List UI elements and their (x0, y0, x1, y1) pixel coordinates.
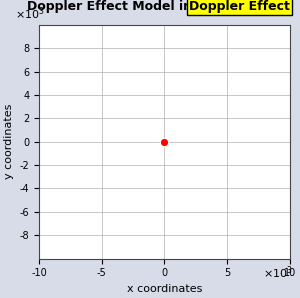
Text: Doppler Effect: Doppler Effect (189, 0, 290, 13)
Text: Doppler Effect Model in 1: Doppler Effect Model in 1 (27, 0, 205, 13)
Y-axis label: y coordinates: y coordinates (4, 104, 14, 179)
X-axis label: x coordinates: x coordinates (127, 284, 202, 294)
Text: $\times 10^3$: $\times 10^3$ (263, 265, 293, 281)
Text: $\times 10^3$: $\times 10^3$ (15, 5, 45, 22)
